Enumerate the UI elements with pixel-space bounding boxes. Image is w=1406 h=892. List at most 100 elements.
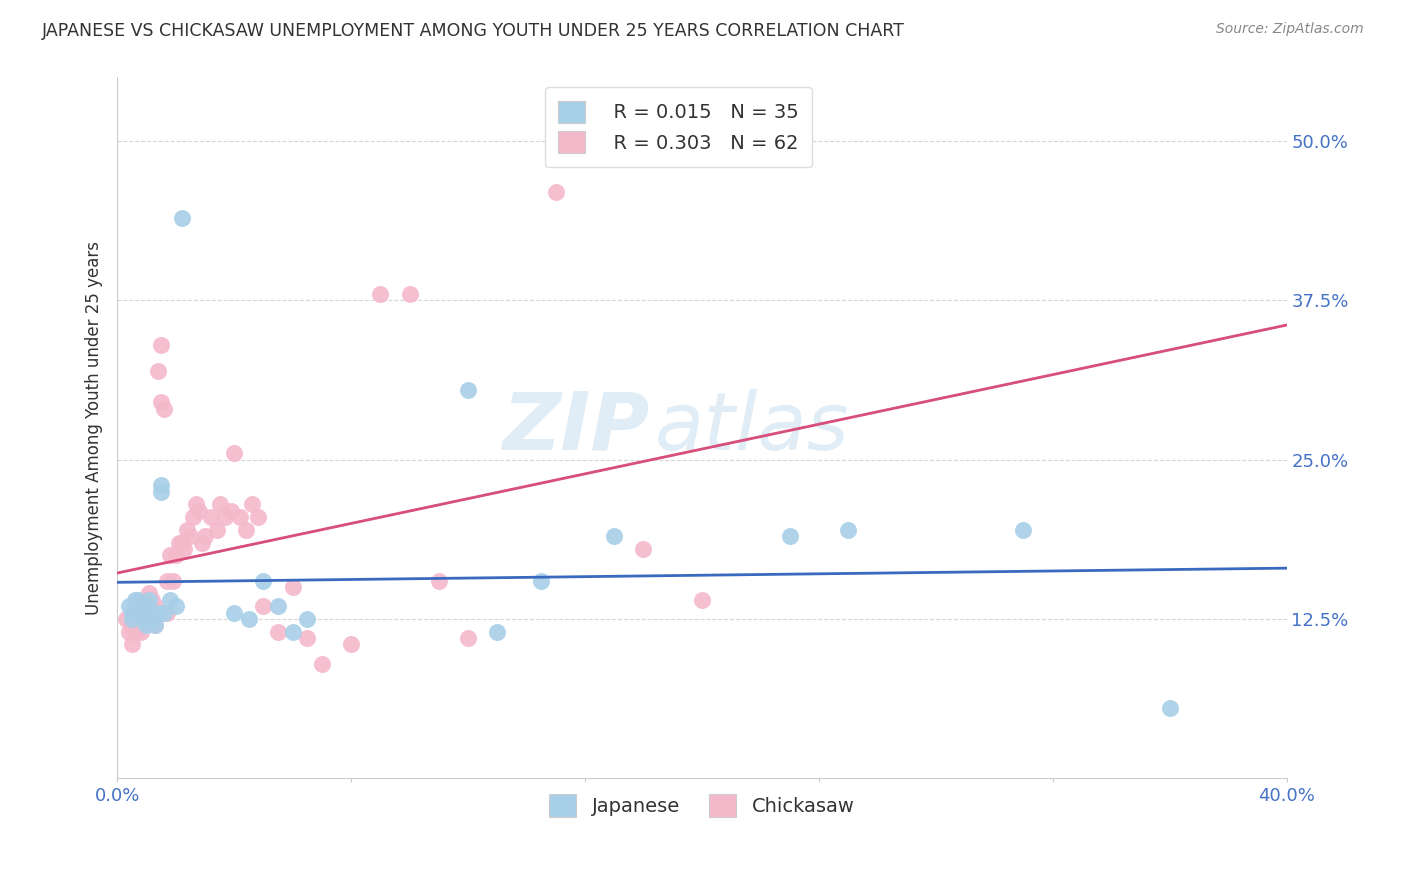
Point — [121, 606, 143, 620]
Point — [311, 657, 333, 671]
Point — [205, 523, 228, 537]
Point — [224, 446, 246, 460]
Point — [246, 510, 269, 524]
Point — [267, 599, 290, 614]
Point — [118, 624, 141, 639]
Point — [603, 529, 626, 543]
Point — [633, 541, 655, 556]
Point — [235, 523, 257, 537]
Point — [127, 606, 149, 620]
Point — [530, 574, 553, 588]
Point — [779, 529, 801, 543]
Point — [486, 624, 509, 639]
Point — [121, 612, 143, 626]
Point — [165, 548, 187, 562]
Text: atlas: atlas — [655, 389, 849, 467]
Point — [141, 612, 163, 626]
Point — [184, 497, 207, 511]
Point — [132, 618, 155, 632]
Point — [1159, 701, 1181, 715]
Point — [135, 612, 157, 626]
Point — [165, 599, 187, 614]
Point — [143, 599, 166, 614]
Point — [115, 612, 138, 626]
Point — [143, 618, 166, 632]
Point — [127, 606, 149, 620]
Point — [690, 592, 713, 607]
Point — [138, 592, 160, 607]
Point — [141, 612, 163, 626]
Point — [170, 535, 193, 549]
Point — [153, 606, 176, 620]
Point — [127, 592, 149, 607]
Point — [200, 510, 222, 524]
Point — [156, 574, 179, 588]
Point — [229, 510, 252, 524]
Point — [135, 599, 157, 614]
Point — [162, 574, 184, 588]
Point — [135, 618, 157, 632]
Point — [181, 510, 204, 524]
Point — [150, 484, 173, 499]
Point — [167, 535, 190, 549]
Point — [544, 185, 567, 199]
Point — [129, 624, 152, 639]
Point — [129, 612, 152, 626]
Point — [1012, 523, 1035, 537]
Point — [214, 510, 236, 524]
Point — [368, 287, 391, 301]
Point — [281, 580, 304, 594]
Point — [281, 624, 304, 639]
Point — [297, 631, 319, 645]
Point — [124, 624, 146, 639]
Point — [176, 523, 198, 537]
Point — [150, 338, 173, 352]
Point — [141, 592, 163, 607]
Point — [159, 592, 181, 607]
Point — [121, 618, 143, 632]
Point — [146, 363, 169, 377]
Point — [219, 504, 242, 518]
Point — [252, 574, 274, 588]
Point — [457, 631, 479, 645]
Point — [118, 599, 141, 614]
Text: Source: ZipAtlas.com: Source: ZipAtlas.com — [1216, 22, 1364, 37]
Point — [238, 612, 260, 626]
Point — [124, 599, 146, 614]
Point — [132, 612, 155, 626]
Point — [457, 383, 479, 397]
Legend: Japanese, Chickasaw: Japanese, Chickasaw — [541, 787, 863, 824]
Point — [153, 401, 176, 416]
Point — [173, 541, 195, 556]
Point — [127, 618, 149, 632]
Point — [252, 599, 274, 614]
Point — [170, 211, 193, 225]
Point — [188, 504, 211, 518]
Point — [150, 478, 173, 492]
Point — [135, 592, 157, 607]
Point — [132, 606, 155, 620]
Point — [340, 637, 363, 651]
Point — [837, 523, 859, 537]
Point — [138, 586, 160, 600]
Point — [146, 606, 169, 620]
Point — [138, 606, 160, 620]
Point — [179, 529, 201, 543]
Point — [150, 395, 173, 409]
Point — [143, 618, 166, 632]
Point — [159, 548, 181, 562]
Y-axis label: Unemployment Among Youth under 25 years: Unemployment Among Youth under 25 years — [86, 241, 103, 615]
Point — [240, 497, 263, 511]
Point — [267, 624, 290, 639]
Point — [156, 606, 179, 620]
Point — [129, 599, 152, 614]
Text: ZIP: ZIP — [502, 389, 650, 467]
Point — [297, 612, 319, 626]
Text: JAPANESE VS CHICKASAW UNEMPLOYMENT AMONG YOUTH UNDER 25 YEARS CORRELATION CHART: JAPANESE VS CHICKASAW UNEMPLOYMENT AMONG… — [42, 22, 905, 40]
Point — [208, 497, 231, 511]
Point — [191, 535, 214, 549]
Point — [427, 574, 450, 588]
Point — [124, 592, 146, 607]
Point — [121, 637, 143, 651]
Point — [398, 287, 420, 301]
